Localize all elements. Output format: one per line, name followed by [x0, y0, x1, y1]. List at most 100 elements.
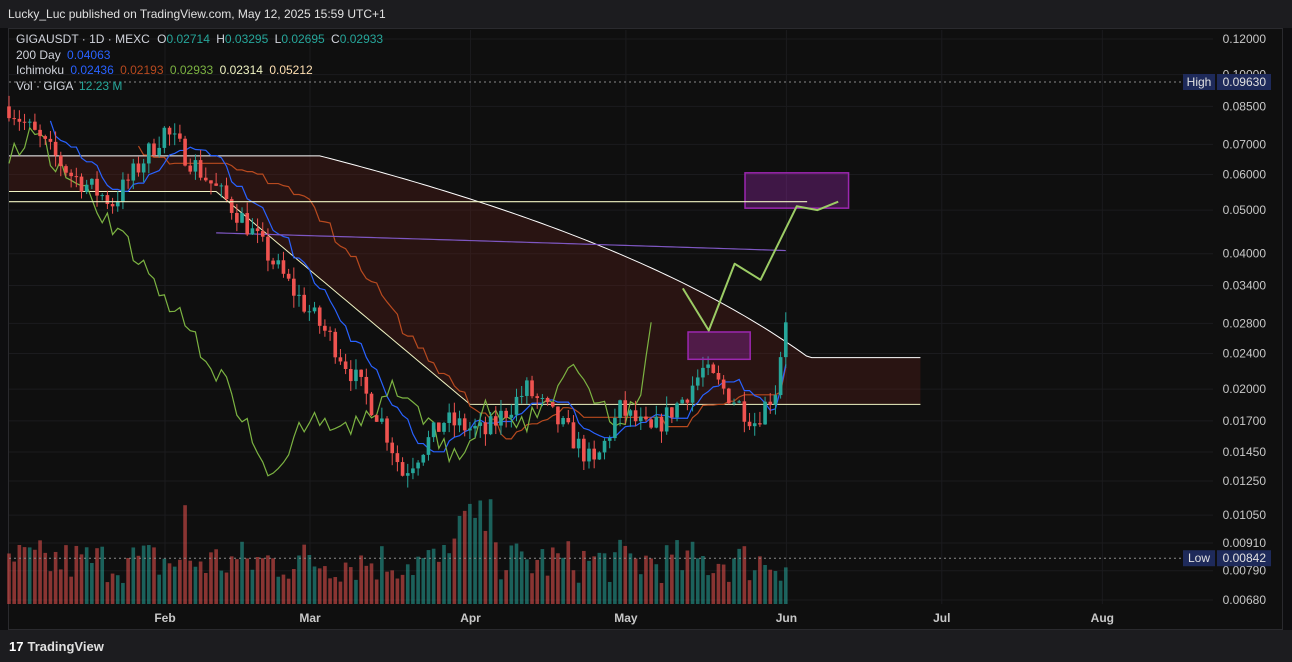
tradingview-logo[interactable]: 17 TradingView	[9, 639, 104, 654]
chart-frame[interactable]	[8, 28, 1283, 630]
candle-body	[390, 442, 395, 454]
volume-bar	[188, 560, 193, 604]
candle-body	[571, 422, 576, 449]
candle-body	[478, 422, 483, 426]
volume-bar	[110, 573, 115, 604]
volume-bar	[457, 515, 462, 604]
volume-bar	[307, 555, 312, 604]
high-value: 0.09630	[1223, 75, 1267, 89]
ichimoku-label: Ichimoku	[16, 63, 65, 77]
volume-bar	[431, 548, 436, 604]
volume-bar	[711, 573, 716, 604]
ichimoku-spanb-value: 0.05212	[269, 63, 313, 77]
volume-bar	[400, 574, 405, 604]
volume-bar	[525, 559, 529, 604]
price-tick-label: 0.01450	[1223, 445, 1267, 459]
candle-body	[115, 201, 120, 207]
candle-body	[742, 401, 747, 422]
candle-body	[323, 325, 327, 331]
volume-bar	[64, 545, 68, 604]
price-tick-label: 0.01700	[1223, 414, 1267, 428]
candle-body	[773, 395, 778, 405]
low-value: 0.00842	[1223, 551, 1267, 565]
volume-bar	[649, 558, 653, 604]
candle-body	[297, 294, 301, 296]
volume-bar	[582, 550, 586, 604]
close-value: 0.02933	[339, 32, 384, 46]
target-box-1	[687, 331, 751, 361]
high-label: High	[1187, 75, 1212, 89]
candle-body	[240, 213, 244, 223]
volume-bar	[758, 556, 762, 604]
candle-body	[664, 407, 669, 432]
candle-body	[654, 416, 659, 428]
volume-bar	[250, 569, 255, 604]
volume-bar	[90, 562, 94, 604]
volume-bar	[680, 570, 685, 604]
volume-bar	[654, 564, 659, 604]
symbol-ohlc-row[interactable]: GIGAUSDT · 1D · MEXC O0.02714 H0.03295 L…	[16, 32, 383, 48]
candle-body	[638, 416, 643, 422]
time-tick-label: May	[614, 611, 638, 625]
volume-bar	[488, 499, 493, 604]
candle-body	[488, 416, 493, 435]
low-label: L	[274, 32, 282, 46]
volume-bar	[509, 545, 514, 604]
candle-body	[602, 440, 607, 453]
price-tick-label: 0.00680	[1223, 593, 1267, 607]
candle-body	[716, 372, 721, 380]
volume-bar	[664, 545, 669, 604]
volume-bar	[178, 559, 182, 604]
candle-body	[312, 307, 317, 312]
candle-body	[752, 423, 757, 427]
volume-bar	[198, 561, 203, 604]
candle-body	[374, 415, 379, 422]
candle-body	[354, 369, 358, 382]
volume-bar	[209, 552, 213, 604]
volume-bar	[462, 510, 467, 604]
volume-bar	[545, 575, 550, 604]
volume-row[interactable]: Vol · GIGA 12.23 M	[16, 79, 383, 95]
candle-body	[659, 416, 664, 432]
ichimoku-chikou-value: 0.02933	[169, 63, 214, 77]
candle-body	[763, 401, 767, 425]
ichimoku-row[interactable]: Ichimoku 0.02436 0.02193 0.02933 0.02314…	[16, 63, 383, 79]
candle-body	[525, 380, 529, 396]
volume-bar	[69, 576, 73, 604]
candle-body	[711, 364, 716, 373]
volume-bar	[235, 559, 239, 604]
chart-legend: GIGAUSDT · 1D · MEXC O0.02714 H0.03295 L…	[16, 32, 383, 94]
volume-bar	[74, 545, 79, 604]
volume-bar	[468, 503, 472, 604]
volume-bar	[214, 549, 218, 604]
candle-body	[556, 406, 560, 425]
ma200-row[interactable]: 200 Day 0.04063	[16, 48, 383, 64]
candle-body	[426, 437, 431, 455]
volume-bar	[592, 556, 596, 604]
high-value-bg	[1217, 73, 1271, 90]
volume-bar	[141, 545, 146, 604]
candle-body	[623, 400, 628, 416]
candle-body	[302, 294, 306, 312]
volume-bar	[566, 541, 571, 604]
volume-bar	[302, 544, 306, 604]
candle-body	[421, 454, 426, 463]
volume-bar	[364, 565, 369, 604]
volume-bar	[162, 558, 167, 604]
candle-body	[152, 143, 156, 156]
high-label: H	[216, 32, 225, 46]
volume-bar	[157, 574, 161, 604]
volume-bar	[260, 558, 265, 604]
volume-bar	[587, 560, 591, 604]
price-tick-label: 0.07000	[1223, 137, 1267, 151]
price-tick-label: 0.01250	[1223, 474, 1267, 488]
candle-body	[411, 468, 415, 474]
candle-body	[457, 418, 462, 426]
volume-bar	[675, 540, 679, 604]
candle-body	[43, 136, 48, 139]
volume-bar	[690, 541, 695, 604]
candle-body	[147, 143, 151, 164]
candle-body	[328, 330, 332, 332]
candle-body	[545, 397, 550, 403]
